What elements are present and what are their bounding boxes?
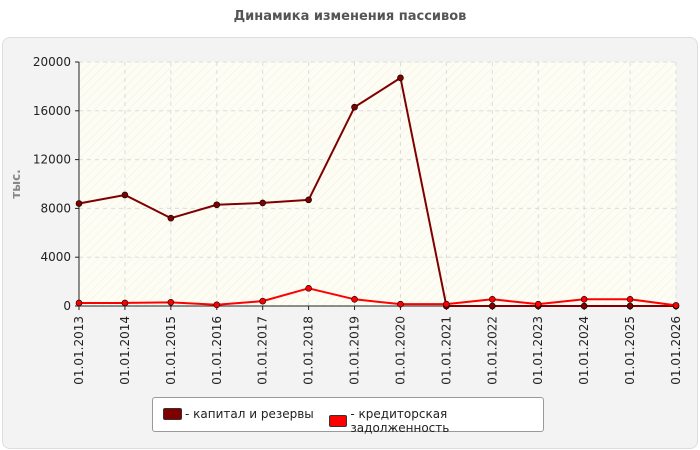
series-1-point[interactable] [167, 214, 175, 222]
x-tick-label: 01.01.2019 [348, 316, 362, 385]
legend-swatch-series-2 [329, 415, 348, 427]
series-2-point[interactable] [489, 295, 496, 303]
series-line-1 [78, 76, 676, 307]
y-tick-label: 0 [63, 299, 71, 313]
x-tick-label: 01.01.2023 [531, 316, 545, 385]
series-2-point[interactable] [213, 301, 221, 309]
grid-lines [79, 61, 677, 306]
x-tick-label: 01.01.2026 [669, 316, 683, 385]
x-tick-label: 01.01.2015 [164, 316, 178, 385]
series-2-point[interactable] [580, 295, 588, 303]
series-1-point[interactable] [213, 201, 221, 209]
x-tick-label: 01.01.2018 [302, 316, 316, 385]
series-1-point[interactable] [397, 74, 404, 82]
series-2-point[interactable] [351, 295, 358, 303]
y-tick-label: 16000 [33, 104, 71, 118]
x-tick-label: 01.01.2022 [485, 316, 499, 385]
series-1-point[interactable] [489, 302, 496, 310]
x-tick-label: 01.01.2013 [72, 316, 86, 385]
series-2-point[interactable] [443, 300, 450, 308]
legend-item-series-2[interactable]: - кредиторская задолженность [329, 407, 543, 435]
x-tick-labels: 01.01.2013 01.01.2014 01.01.2015 01.01.2016… [72, 306, 683, 385]
x-tick-label: 01.01.2020 [393, 316, 407, 385]
series-1-point[interactable] [259, 199, 266, 207]
x-tick-label: 01.01.2024 [577, 316, 591, 385]
series-2-point[interactable] [534, 300, 542, 308]
series-1-point[interactable] [121, 191, 129, 199]
series-1-point[interactable] [75, 200, 83, 207]
series-1-point[interactable] [305, 196, 312, 204]
series-2-point[interactable] [167, 299, 175, 306]
plot-area [79, 62, 676, 306]
legend-item-series-1[interactable]: - капитал и резервы [163, 407, 314, 421]
series-2-point[interactable] [626, 295, 634, 303]
series-line-2 [79, 287, 677, 307]
y-tick-label: 4000 [40, 250, 71, 264]
series-1-point[interactable] [351, 103, 358, 111]
series-1-point[interactable] [626, 302, 634, 310]
series-2-point[interactable] [672, 302, 680, 309]
legend-swatch-series-1 [163, 408, 182, 420]
series [75, 74, 680, 310]
legend-label-series-1: - капитал и резервы [185, 407, 314, 421]
series-2-point[interactable] [305, 285, 312, 292]
legend: - капитал и резервы - кредиторская задол… [152, 397, 544, 435]
series-2-point[interactable] [397, 300, 404, 308]
series-1-point[interactable] [580, 302, 588, 310]
y-tick-labels: 0 4000 8000 12000 16000 20000 [33, 55, 79, 313]
series-2-point[interactable] [121, 299, 129, 307]
chart-title: Динамика изменения пассивов [233, 9, 467, 24]
y-tick-label: 8000 [40, 201, 71, 215]
y-tick-label: 12000 [33, 153, 71, 167]
x-tick-label: 01.01.2021 [439, 316, 453, 385]
x-tick-label: 01.01.2017 [256, 316, 270, 385]
series-2-point[interactable] [75, 299, 83, 307]
series-2-point[interactable] [259, 297, 266, 305]
x-tick-label: 01.01.2016 [210, 316, 224, 385]
y-axis-label: тыс. [9, 169, 23, 198]
y-tick-label: 20000 [33, 55, 71, 69]
legend-label-series-2: - кредиторская задолженность [350, 407, 450, 435]
x-tick-label: 01.01.2025 [623, 316, 637, 385]
x-tick-label: 01.01.2014 [118, 316, 132, 385]
